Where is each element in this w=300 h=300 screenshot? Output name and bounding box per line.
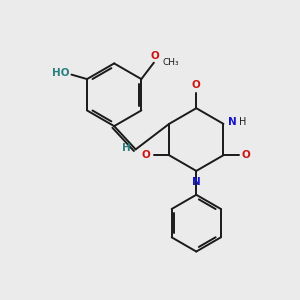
- Text: H: H: [239, 117, 246, 128]
- Text: O: O: [150, 51, 159, 61]
- Text: N: N: [192, 177, 201, 187]
- Text: O: O: [242, 150, 251, 160]
- Text: HO: HO: [52, 68, 69, 78]
- Text: O: O: [142, 150, 151, 160]
- Text: N: N: [228, 117, 237, 128]
- Text: O: O: [192, 80, 201, 90]
- Text: H: H: [122, 143, 130, 153]
- Text: CH₃: CH₃: [162, 58, 179, 67]
